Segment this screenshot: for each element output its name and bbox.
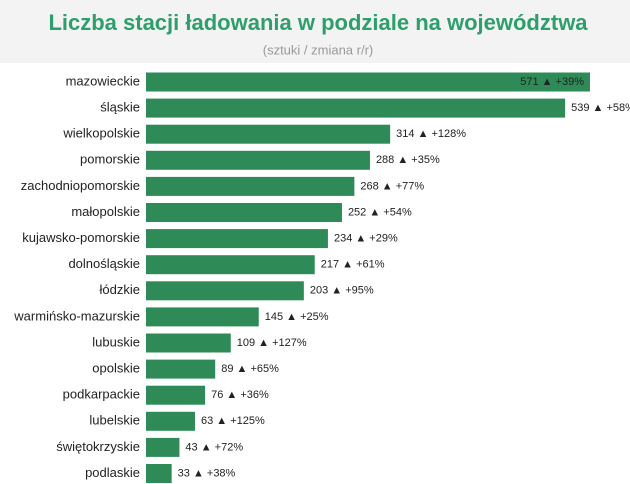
category-label: zachodniopomorskie: [21, 178, 140, 193]
bar: [146, 72, 590, 92]
category-label: podkarpackie: [63, 387, 140, 402]
chart-title: Liczba stacji ładowania w podziale na wo…: [48, 10, 588, 35]
category-label: kujawsko-pomorskie: [22, 230, 140, 245]
category-label: podlaskie: [85, 465, 140, 480]
bar: [146, 203, 342, 222]
bar: [146, 124, 391, 144]
value-label: 145 ▲ +25%: [265, 311, 329, 323]
value-label: 33 ▲ +38%: [178, 467, 236, 479]
chart-subtitle: (sztuki / zmiana r/r): [263, 42, 374, 57]
category-label: lubelskie: [89, 413, 140, 428]
category-label: wielkopolskie: [62, 126, 140, 141]
value-label: 539 ▲ +58%: [571, 102, 630, 114]
value-label: 76 ▲ +36%: [211, 389, 269, 401]
value-label: 314 ▲ +128%: [396, 128, 466, 140]
category-label: świętokrzyskie: [56, 439, 140, 454]
bar: [146, 359, 216, 379]
bar: [146, 437, 180, 457]
value-label: 571 ▲ +39%: [520, 76, 584, 88]
bar: [146, 98, 566, 118]
value-label: 288 ▲ +35%: [376, 154, 440, 166]
category-label: łódzkie: [100, 282, 140, 297]
bar: [146, 150, 370, 170]
bar: [146, 255, 315, 275]
bar: [146, 385, 206, 405]
category-label: warmińsko-mazurskie: [13, 308, 140, 323]
category-label: mazowieckie: [66, 73, 140, 88]
value-label: 43 ▲ +72%: [185, 441, 243, 453]
bar: [146, 307, 259, 327]
value-label: 252 ▲ +54%: [348, 206, 412, 218]
value-label: 217 ▲ +61%: [321, 259, 385, 271]
bar: [146, 464, 172, 483]
header-background: [0, 0, 630, 63]
category-label: opolskie: [92, 361, 140, 376]
value-label: 203 ▲ +95%: [310, 285, 374, 297]
value-label: 89 ▲ +65%: [221, 363, 279, 375]
value-label: 268 ▲ +77%: [360, 180, 424, 192]
category-label: śląskie: [100, 100, 140, 115]
bar: [146, 281, 304, 301]
category-label: lubuskie: [92, 334, 140, 349]
bar: [146, 229, 328, 249]
value-label: 109 ▲ +127%: [237, 337, 307, 349]
category-label: pomorskie: [80, 152, 140, 167]
bar: [146, 176, 355, 196]
value-label: 234 ▲ +29%: [334, 233, 398, 245]
category-label: małopolskie: [71, 204, 140, 219]
value-label: 63 ▲ +125%: [201, 415, 265, 427]
bar: [146, 333, 231, 353]
category-label: dolnośląskie: [68, 256, 140, 271]
bar: [146, 411, 195, 431]
